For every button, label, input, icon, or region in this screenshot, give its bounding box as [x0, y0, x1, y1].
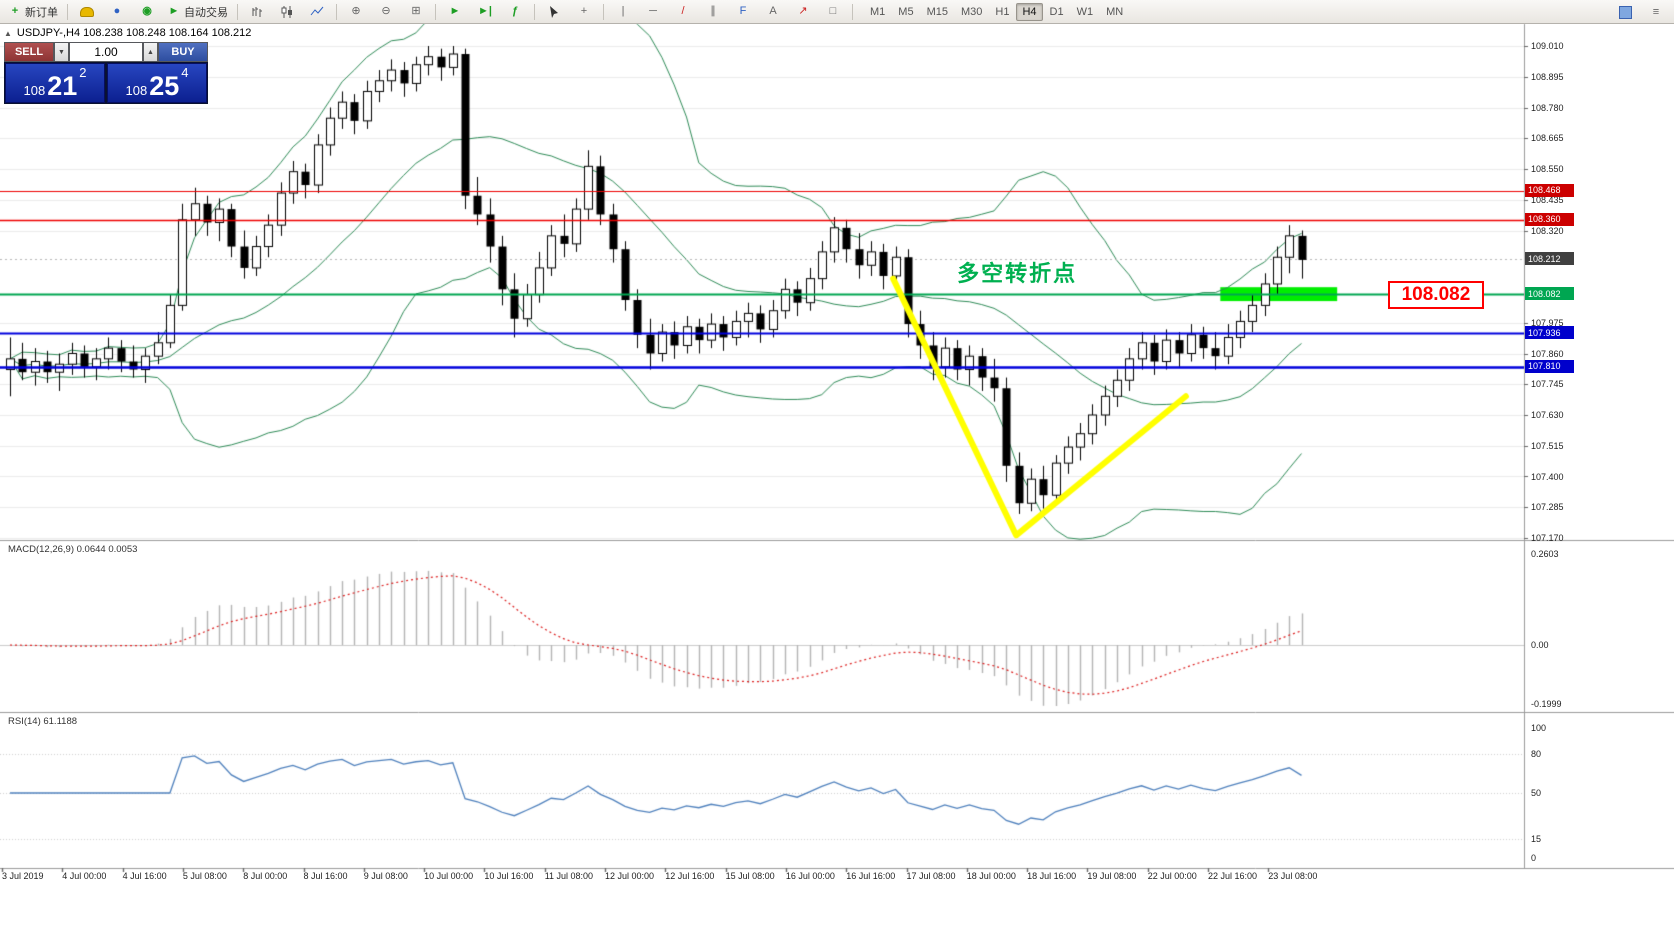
timeframe-w1[interactable]: W1: [1076, 5, 1094, 18]
timeframe-m1[interactable]: M1: [870, 5, 886, 18]
timeframe-m5[interactable]: M5: [898, 5, 914, 18]
horizontal-line-button[interactable]: ─: [639, 1, 667, 23]
timeframe-h4[interactable]: H4: [1016, 2, 1043, 21]
fibonacci-icon: F: [739, 5, 747, 17]
collapse-arrow-icon[interactable]: ▲: [4, 28, 12, 38]
sell-price-prefix: 108: [23, 82, 46, 98]
shapes-tool-icon: □: [829, 5, 837, 17]
symbol-ohlc-text: USDJPY-,H4 108.238 108.248 108.164 108.2…: [16, 27, 252, 39]
turning-point-annotation[interactable]: 多空转折点: [957, 260, 1078, 286]
chart-window-icon: [1618, 5, 1632, 19]
candlestick-button[interactable]: [273, 1, 301, 23]
volume-increase-button[interactable]: ▲: [143, 42, 158, 62]
timeframe-m30[interactable]: M30: [960, 5, 983, 18]
toolbar-separator: [237, 3, 238, 20]
crosshair-button[interactable]: +: [570, 1, 598, 23]
shapes-tool-button[interactable]: □: [819, 1, 847, 23]
new-order-button[interactable]: + 新订单: [4, 1, 62, 23]
timeframe-d1[interactable]: D1: [1049, 5, 1064, 18]
cursor-icon: [550, 5, 558, 18]
timeframe-h1[interactable]: H1: [995, 5, 1010, 18]
zoom-out-button[interactable]: ⊖: [372, 1, 400, 23]
autotrading-play-icon: ►: [168, 5, 180, 17]
trade-panel-top-row: SELL ▼ ▲ BUY: [4, 42, 208, 62]
bar-chart-button[interactable]: [243, 1, 271, 23]
channel-icon: ∥: [710, 5, 716, 17]
chart-shift-icon: ►|: [478, 5, 492, 17]
text-tool-icon: A: [769, 5, 777, 17]
sell-price-sup: 2: [79, 65, 87, 80]
volume-decrease-button[interactable]: ▼: [54, 42, 69, 62]
arrow-tool-icon: ↗: [798, 5, 808, 17]
trendline-icon: /: [681, 5, 685, 17]
timeframe-m15[interactable]: M15: [926, 5, 948, 18]
zoom-out-icon: ⊖: [381, 5, 391, 17]
timeframe-group: M1 M5 M15 M30 H1 H4 D1 W1 MN: [864, 2, 1129, 21]
community-button[interactable]: ◉: [133, 1, 161, 23]
volume-input[interactable]: [69, 42, 143, 62]
buy-price-prefix: 108: [125, 82, 148, 98]
zoom-in-button[interactable]: ⊕: [342, 1, 370, 23]
channel-button[interactable]: ∥: [699, 1, 727, 23]
sell-price-button[interactable]: 108 21 2: [5, 63, 105, 103]
vertical-line-icon: |: [621, 5, 625, 17]
buy-button[interactable]: BUY: [158, 42, 208, 62]
trendline-button[interactable]: /: [669, 1, 697, 23]
price-callout-label[interactable]: 108.082: [1387, 281, 1485, 310]
sell-price-big: 21: [47, 71, 78, 102]
tile-windows-button[interactable]: ⊞: [402, 1, 430, 23]
horizontal-line-icon: ─: [649, 5, 657, 17]
arrow-tool-button[interactable]: ↗: [789, 1, 817, 23]
toolbar-separator: [336, 3, 337, 20]
autoscroll-button[interactable]: ►: [441, 1, 469, 23]
crosshair-icon: +: [580, 5, 588, 17]
signals-button[interactable]: ●: [103, 1, 131, 23]
toolbar: + 新订单 ● ◉ ► 自动交易 ⊕ ⊖ ⊞ ► ►| ƒ +: [0, 0, 1674, 24]
rsi-label: RSI(14) 61.1188: [8, 716, 78, 727]
candlestick-icon: [281, 5, 292, 18]
one-click-trading-panel: SELL ▼ ▲ BUY 108 21 2 108 25 4: [4, 42, 208, 104]
timeframe-mn[interactable]: MN: [1106, 5, 1124, 18]
tile-windows-icon: ⊞: [411, 5, 421, 17]
autotrading-label: 自动交易: [184, 6, 228, 19]
toolbar-separator: [534, 3, 535, 20]
new-order-icon: +: [11, 5, 19, 17]
buy-price-big: 25: [149, 71, 180, 102]
cursor-button[interactable]: [540, 1, 568, 23]
market-hat-icon: [80, 6, 94, 17]
chart-window-button[interactable]: [1611, 1, 1639, 23]
symbol-info-bar: ▲ USDJPY-,H4 108.238 108.248 108.164 108…: [4, 27, 251, 39]
line-chart-icon: [310, 6, 324, 15]
text-tool-button[interactable]: A: [759, 1, 787, 23]
chart-shift-button[interactable]: ►|: [471, 1, 499, 23]
market-button[interactable]: [73, 1, 101, 23]
community-icon: ◉: [142, 5, 152, 17]
toolbar-separator: [67, 3, 68, 20]
indicators-button[interactable]: ƒ: [501, 1, 529, 23]
bar-chart-icon: [252, 6, 262, 17]
toolbar-right-group: ≡: [1611, 1, 1670, 23]
buy-price-button[interactable]: 108 25 4: [107, 63, 207, 103]
vertical-line-button[interactable]: |: [609, 1, 637, 23]
toolbar-separator: [852, 3, 853, 20]
indicators-icon: ƒ: [511, 5, 519, 17]
autoscroll-icon: ►: [449, 5, 461, 17]
toolbar-separator: [603, 3, 604, 20]
line-chart-button[interactable]: [303, 1, 331, 23]
menu-icon: ≡: [1652, 5, 1660, 18]
sell-button[interactable]: SELL: [4, 42, 54, 62]
toolbar-separator: [435, 3, 436, 20]
macd-label: MACD(12,26,9) 0.0644 0.0053: [8, 544, 138, 555]
new-order-label: 新订单: [25, 6, 58, 19]
signals-icon: ●: [113, 5, 121, 17]
buy-price-sup: 4: [181, 65, 189, 80]
fibonacci-button[interactable]: F: [729, 1, 757, 23]
trade-panel-price-row: 108 21 2 108 25 4: [4, 62, 208, 104]
zoom-in-icon: ⊕: [351, 5, 361, 17]
autotrading-button[interactable]: ► 自动交易: [163, 1, 232, 23]
menu-button[interactable]: ≡: [1642, 1, 1670, 23]
